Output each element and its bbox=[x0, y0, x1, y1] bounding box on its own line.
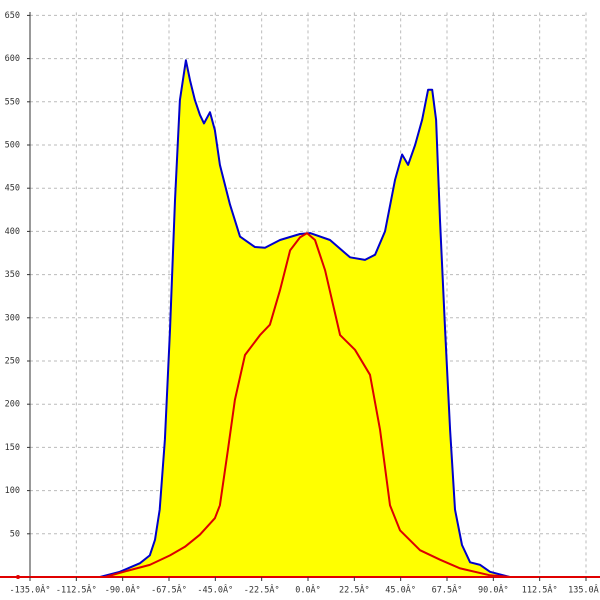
x-tick-label: 22.5Â° bbox=[339, 584, 370, 596]
y-tick-label: 300 bbox=[5, 313, 20, 323]
y-tick-label: 600 bbox=[5, 54, 20, 64]
y-tick-label: 150 bbox=[5, 443, 20, 453]
x-tick-label: -22.5Â° bbox=[244, 584, 280, 596]
x-tick-label: -67.5Â° bbox=[151, 584, 187, 596]
series-line bbox=[99, 59, 511, 578]
y-tick-label: 250 bbox=[5, 357, 20, 367]
plot bbox=[99, 59, 511, 578]
x-tick-label: 45.0Â° bbox=[385, 584, 416, 596]
x-tick-label: 135.0Â° bbox=[568, 584, 600, 596]
y-tick-label: 550 bbox=[5, 97, 20, 107]
series-line bbox=[104, 232, 510, 578]
y-tick-label: 400 bbox=[5, 227, 20, 237]
y-tick-label: 50 bbox=[10, 529, 20, 539]
x-tick-label: 0.0Â° bbox=[295, 584, 321, 596]
x-tick-label: -90.0Â° bbox=[105, 584, 141, 596]
x-tick-label: 90.0Â° bbox=[478, 584, 509, 596]
x-tick-label: 67.5Â° bbox=[432, 584, 463, 596]
x-tick-label: -112.5Â° bbox=[56, 584, 97, 596]
y-tick-label: 450 bbox=[5, 184, 20, 194]
y-tick-label: 350 bbox=[5, 270, 20, 280]
y-tick-label: 200 bbox=[5, 400, 20, 410]
area bbox=[100, 60, 510, 578]
x-tick-label: -135.0Â° bbox=[10, 584, 51, 596]
y-tick-label: 100 bbox=[5, 486, 20, 496]
y-tick-label: 650 bbox=[5, 11, 20, 21]
x-tick-label: 112.5Â° bbox=[522, 584, 558, 596]
y-tick-label: 500 bbox=[5, 141, 20, 151]
axes: 50 100 150 200 250 300 350 400 450 500 550 600 650 -1… bbox=[0, 11, 600, 596]
axis-dot bbox=[16, 575, 20, 579]
x-tick-label: -45.0Â° bbox=[197, 584, 233, 596]
